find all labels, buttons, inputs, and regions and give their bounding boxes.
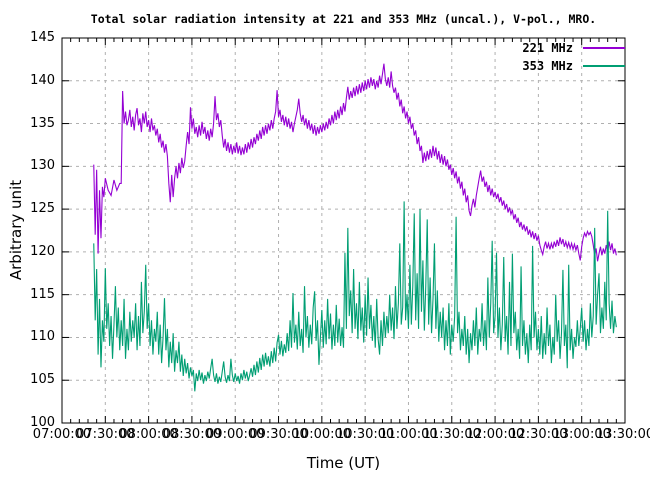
y-axis-label: Arbitrary unit: [7, 179, 25, 281]
x-tick-label: 13:00:00: [552, 427, 611, 442]
x-tick-label: 08:00:00: [119, 427, 178, 442]
x-tick-label: 13:30:00: [595, 427, 650, 442]
y-tick-label: 105: [30, 372, 55, 388]
x-tick-label: 08:30:00: [162, 427, 222, 442]
x-tick-label: 07:30:00: [76, 427, 135, 442]
x-tick-label: 10:30:00: [335, 427, 395, 442]
legend-label-221mhz: 221 MHz: [522, 41, 573, 55]
legend-line-sample-353mhz: [583, 65, 625, 67]
y-tick-label: 125: [30, 201, 55, 217]
y-tick-label: 130: [30, 158, 55, 174]
legend: 221 MHz 353 MHz: [522, 39, 625, 75]
y-tick-label: 110: [30, 329, 55, 345]
series-line-353-mhz: [93, 201, 617, 392]
x-tick-label: 11:30:00: [422, 427, 481, 442]
y-tick-label: 100: [30, 415, 55, 430]
x-tick-label: 07:00:00: [32, 427, 92, 442]
x-tick-label: 09:30:00: [249, 427, 308, 442]
y-tick-label: 140: [30, 72, 55, 88]
x-axis-label: Time (UT): [306, 454, 381, 472]
series-line-221-mhz: [93, 63, 617, 262]
x-tick-label: 12:30:00: [509, 427, 568, 442]
y-tick-label: 145: [30, 30, 55, 45]
y-tick-label: 115: [30, 286, 55, 302]
legend-label-353mhz: 353 MHz: [522, 59, 573, 73]
x-tick-label: 12:00:00: [465, 427, 525, 442]
legend-entry-221mhz: 221 MHz: [522, 39, 625, 57]
y-tick-label: 135: [30, 115, 55, 131]
chart-title: Total solar radiation intensity at 221 a…: [90, 12, 597, 26]
legend-line-sample-221mhz: [583, 47, 625, 49]
x-tick-label: 11:00:00: [379, 427, 438, 442]
y-tick-label: 120: [30, 243, 55, 259]
legend-entry-353mhz: 353 MHz: [522, 57, 625, 75]
x-tick-label: 10:00:00: [292, 427, 352, 442]
x-tick-label: 09:00:00: [206, 427, 265, 442]
